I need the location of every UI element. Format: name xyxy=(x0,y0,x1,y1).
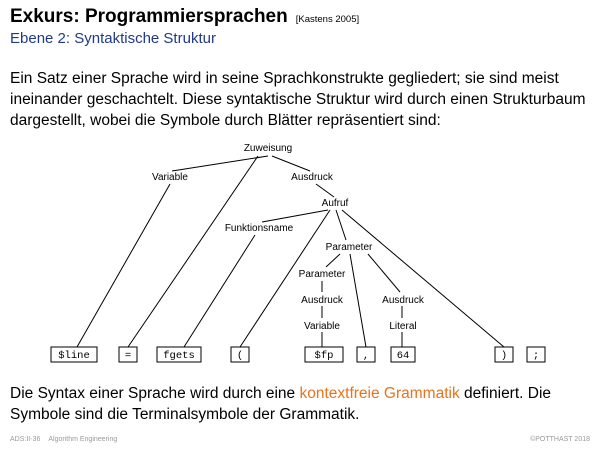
edge-ausdruck-aufruf xyxy=(315,183,335,198)
leaf-line: $line xyxy=(50,346,98,363)
node-parameter: Parameter xyxy=(326,242,373,253)
leaf-semicolon-text: ; xyxy=(533,350,539,362)
edge-aufruf-rparen xyxy=(341,209,505,348)
edge-zuweisung-ausdruck xyxy=(271,155,311,172)
leaf-fp-text: $fp xyxy=(315,350,334,362)
node-literal: Literal xyxy=(389,321,416,332)
leaf-lparen-text: ( xyxy=(237,350,243,362)
leaf-fp: $fp xyxy=(304,346,344,363)
kontextfreie-grammatik-link[interactable]: kontextfreie Grammatik xyxy=(299,385,460,402)
node-ausdruck-right: Ausdruck xyxy=(382,295,425,306)
footer-left: ADS:II-36 Algorithm Engineering xyxy=(10,436,117,443)
leaf-64: 64 xyxy=(390,346,416,363)
edge-variable-line xyxy=(76,183,171,348)
node-variable-inner: Variable xyxy=(304,321,340,332)
leaf-64-text: 64 xyxy=(397,350,410,362)
leaf-comma-text: , xyxy=(363,350,369,362)
slide-subtitle: Ebene 2: Syntaktische Struktur xyxy=(10,30,216,47)
slide-reference: ADS:II-36 xyxy=(10,436,41,443)
leaf-equals: = xyxy=(118,346,138,363)
outro-text-after: definiert. Die Symbole sind die Terminal… xyxy=(10,385,552,423)
leaf-fgets-text: fgets xyxy=(163,350,195,362)
outro-text-before: Die Syntax einer Sprache wird durch eine xyxy=(10,385,300,402)
edge-funktionsname-fgets xyxy=(183,234,256,348)
leaf-semicolon: ; xyxy=(526,346,546,363)
edge-zuweisung-equals xyxy=(127,155,259,348)
tree-edges xyxy=(76,155,505,348)
course-name: Algorithm Engineering xyxy=(48,436,118,443)
edge-zuweisung-variable xyxy=(171,155,269,172)
leaf-rparen-text: ) xyxy=(501,350,507,362)
node-funktionsname: Funktionsname xyxy=(225,223,294,234)
edge-parameter-parameter xyxy=(325,253,341,268)
slide-header: Exkurs: Programmiersprachen [Kastens 2005… xyxy=(10,6,359,47)
node-variable: Variable xyxy=(152,172,188,183)
slide-title-text: Exkurs: Programmiersprachen xyxy=(10,6,288,27)
node-zuweisung: Zuweisung xyxy=(244,143,292,154)
node-ausdruck-left: Ausdruck xyxy=(301,295,344,306)
edge-aufruf-funktionsname xyxy=(261,209,329,223)
leaf-equals-text: = xyxy=(125,350,131,362)
leaf-lparen: ( xyxy=(230,346,250,363)
leaf-fgets: fgets xyxy=(156,346,202,363)
leaf-line-text: $line xyxy=(58,350,90,362)
node-aufruf: Aufruf xyxy=(322,198,349,209)
edge-parameter-comma xyxy=(349,253,367,348)
citation: [Kastens 2005] xyxy=(295,14,360,25)
outro-paragraph: Die Syntax einer Sprache wird durch eine… xyxy=(10,383,590,425)
edge-aufruf-parameter xyxy=(335,209,347,241)
syntax-tree-diagram: Zuweisung Variable Ausdruck Aufruf Funkt… xyxy=(50,143,546,363)
tree-leaves: $line = fgets ( $fp , 64 ) xyxy=(50,346,546,363)
leaf-rparen: ) xyxy=(494,346,514,363)
intro-paragraph: Ein Satz einer Sprache wird in seine Spr… xyxy=(10,70,586,129)
node-parameter-inner: Parameter xyxy=(299,269,346,280)
slide-title: Exkurs: Programmiersprachen [Kastens 2005… xyxy=(10,6,359,28)
node-ausdruck: Ausdruck xyxy=(291,172,334,183)
tree-nodes: Zuweisung Variable Ausdruck Aufruf Funkt… xyxy=(152,143,425,332)
edge-aufruf-lparen xyxy=(239,209,331,348)
leaf-comma: , xyxy=(356,346,376,363)
copyright: ©POTTHAST 2018 xyxy=(530,436,590,443)
edge-parameter-ausdruck xyxy=(367,253,401,293)
